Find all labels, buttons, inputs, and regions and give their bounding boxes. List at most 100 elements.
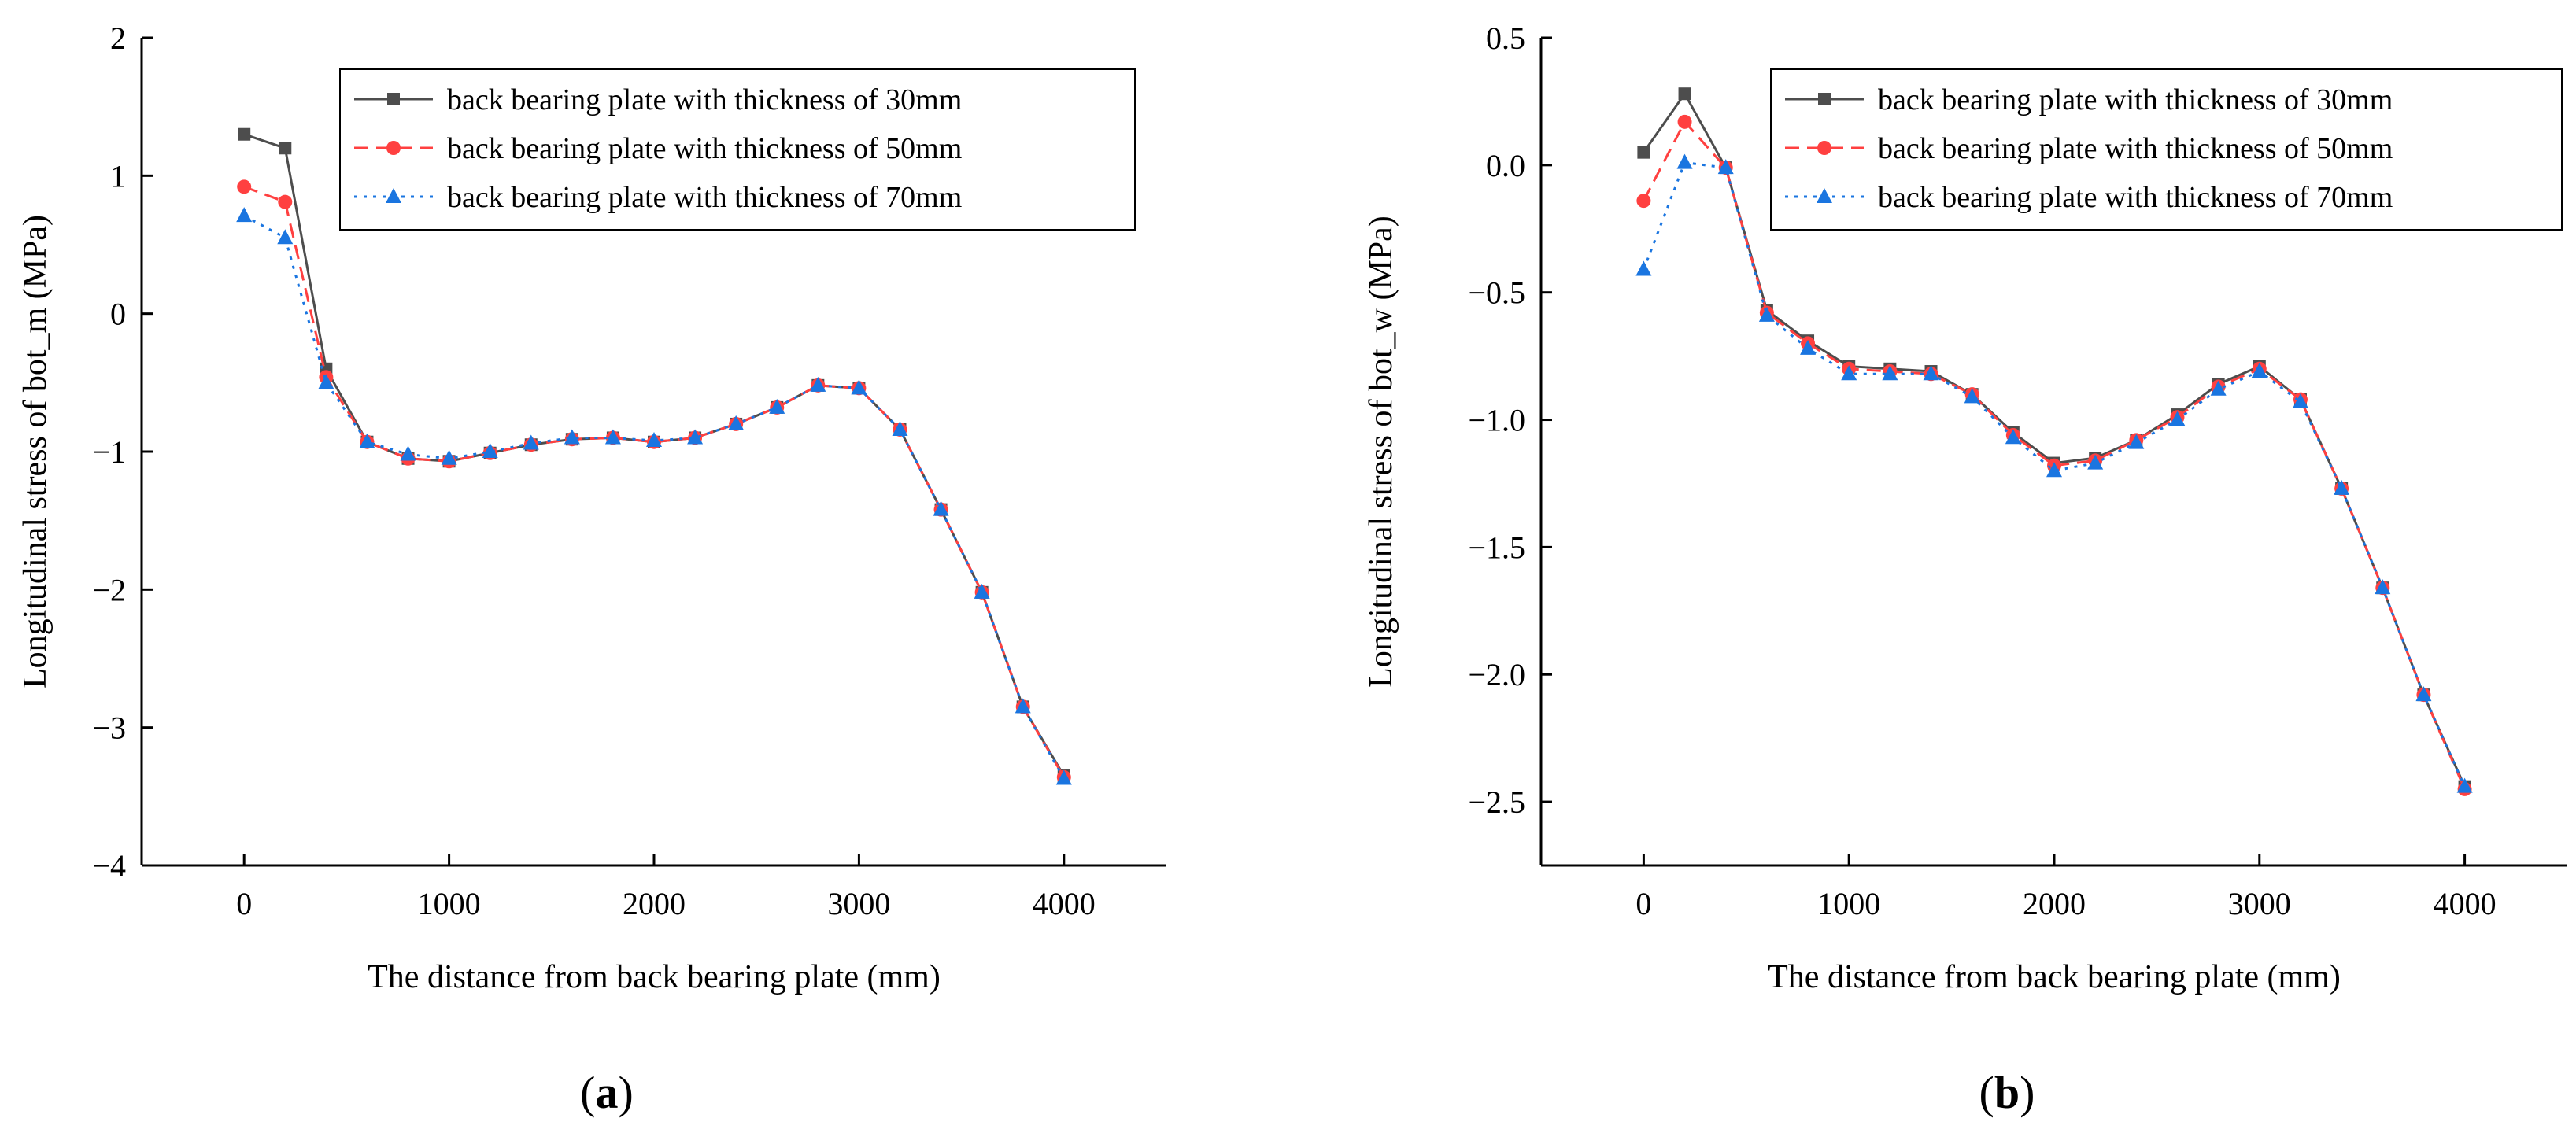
x-tick-label: 1000 xyxy=(1817,886,1880,921)
series-2 xyxy=(1635,153,2473,793)
legend-label: back bearing plate with thickness of 50m… xyxy=(447,132,962,165)
data-point xyxy=(2210,380,2227,396)
data-point xyxy=(892,420,908,436)
y-tick-label: 2 xyxy=(110,20,126,56)
data-point xyxy=(1637,146,1650,159)
series-2 xyxy=(236,207,1072,785)
y-axis-title: Longitudinal stress of bot_m (MPa) xyxy=(17,215,54,688)
data-point xyxy=(564,429,580,445)
y-tick-label: −1 xyxy=(92,434,126,470)
chart-a: 0 1000 2000 3000 4000 −4 −3 −2 −1 0 1 2 The distance… xyxy=(17,20,1166,1118)
data-point xyxy=(1882,365,1898,381)
y-tick-label: −1.0 xyxy=(1468,403,1525,438)
y-tick-label: −0.5 xyxy=(1468,275,1525,311)
legend-label: back bearing plate with thickness of 30m… xyxy=(447,83,962,116)
data-point xyxy=(2046,462,2062,478)
y-tick-label: 1 xyxy=(110,158,126,194)
data-point xyxy=(278,194,293,209)
data-point xyxy=(277,229,294,245)
data-point xyxy=(810,376,826,392)
x-tick-label: 4000 xyxy=(2434,886,2497,921)
data-point xyxy=(238,127,251,141)
x-tick-label: 3000 xyxy=(2228,886,2291,921)
data-point xyxy=(1964,388,1980,404)
data-point xyxy=(523,434,539,450)
x-tick-label: 2000 xyxy=(2023,886,2086,921)
x-tick-label: 2000 xyxy=(623,886,686,921)
y-tick-label: −2 xyxy=(92,572,126,607)
y-tick-label: −4 xyxy=(92,848,126,884)
data-point xyxy=(2251,363,2267,378)
data-point xyxy=(2087,454,2104,470)
data-point xyxy=(1800,339,1817,355)
y-tick-label: −1.5 xyxy=(1468,530,1525,565)
data-point xyxy=(1677,114,1692,129)
x-tick-label: 0 xyxy=(1635,886,1651,921)
data-point xyxy=(1841,365,1857,381)
data-point xyxy=(1015,698,1031,714)
data-point xyxy=(769,398,785,414)
data-point xyxy=(851,379,867,395)
legend: back bearing plate with thickness of 30m… xyxy=(1770,68,2563,231)
x-tick-label: 4000 xyxy=(1033,886,1096,921)
data-point xyxy=(1817,188,1832,203)
series-1 xyxy=(237,179,1071,784)
series-line xyxy=(243,214,1066,780)
x-tick-label: 0 xyxy=(236,886,252,921)
legend-label: back bearing plate with thickness of 30m… xyxy=(1878,83,2393,116)
data-point xyxy=(237,179,252,194)
data-point xyxy=(2169,411,2186,426)
data-point xyxy=(687,429,704,445)
x-tick-label: 1000 xyxy=(418,886,481,921)
data-point xyxy=(646,431,662,447)
data-point xyxy=(386,141,401,155)
panel-label: (b) xyxy=(1979,1067,2035,1118)
legend-label: back bearing plate with thickness of 70m… xyxy=(447,181,962,214)
data-point xyxy=(933,500,949,516)
data-point xyxy=(279,142,292,155)
legend: back bearing plate with thickness of 30m… xyxy=(339,68,1136,231)
data-point xyxy=(236,207,253,223)
series-line xyxy=(243,133,1066,777)
data-point xyxy=(400,445,416,461)
data-point xyxy=(1678,87,1691,101)
data-point xyxy=(604,429,621,445)
data-point xyxy=(2292,393,2308,408)
legend-label: back bearing plate with thickness of 70m… xyxy=(1878,181,2393,214)
data-point xyxy=(359,433,375,448)
data-point xyxy=(2128,434,2145,449)
y-tick-label: −3 xyxy=(92,710,126,746)
y-axis-title: Longitudinal stress of bot_w (MPa) xyxy=(1363,216,1399,688)
data-point xyxy=(386,188,401,203)
legend-box xyxy=(339,68,1136,231)
series-line xyxy=(1643,120,2466,790)
data-point xyxy=(1818,93,1831,105)
data-point xyxy=(1817,141,1831,155)
data-point xyxy=(387,93,400,105)
data-point xyxy=(1676,153,1693,169)
y-tick-label: 0 xyxy=(110,297,126,332)
y-tick-label: −2.5 xyxy=(1468,784,1525,820)
chart-b: 0 1000 2000 3000 4000 −2.5 −2.0 −1.5 −1.0 −0.5 0.0… xyxy=(1363,20,2567,1118)
legend-box xyxy=(1770,68,2563,231)
panel-label: (a) xyxy=(580,1067,634,1118)
data-point xyxy=(1758,306,1775,322)
data-point xyxy=(441,449,457,465)
x-axis-title: The distance from back bearing plate (mm… xyxy=(368,959,941,995)
data-point xyxy=(2334,479,2350,495)
data-point xyxy=(974,583,990,599)
y-tick-label: 0.5 xyxy=(1486,20,1525,56)
data-point xyxy=(2005,429,2021,445)
data-point xyxy=(1055,769,1072,785)
legend-label: back bearing plate with thickness of 50m… xyxy=(1878,132,2393,165)
x-axis-title: The distance from back bearing plate (mm… xyxy=(1768,959,2341,995)
data-point xyxy=(1635,260,1652,276)
data-point xyxy=(1923,365,1939,381)
data-point xyxy=(1717,159,1734,175)
data-point xyxy=(2415,686,2432,702)
data-point xyxy=(318,374,334,389)
x-tick-label: 3000 xyxy=(827,886,890,921)
data-point xyxy=(728,415,745,430)
data-point xyxy=(2375,579,2391,595)
